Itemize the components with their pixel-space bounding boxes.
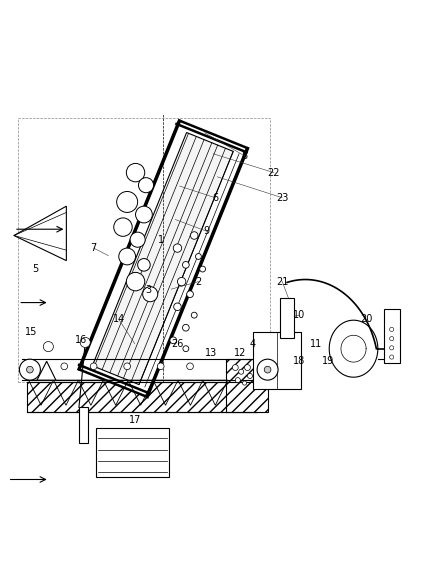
Circle shape	[80, 338, 90, 347]
Circle shape	[190, 232, 198, 240]
Text: 22: 22	[268, 168, 280, 177]
Circle shape	[390, 346, 394, 350]
Circle shape	[43, 342, 53, 351]
Text: 26: 26	[171, 339, 184, 350]
Polygon shape	[92, 132, 233, 385]
Circle shape	[27, 367, 33, 373]
Circle shape	[257, 359, 278, 380]
Bar	[79, 407, 88, 443]
Text: 9: 9	[204, 226, 210, 236]
Text: 20: 20	[360, 314, 372, 324]
Circle shape	[264, 367, 271, 373]
Circle shape	[19, 359, 41, 380]
Text: 3: 3	[145, 285, 151, 295]
Polygon shape	[78, 121, 247, 397]
Circle shape	[119, 248, 135, 265]
Circle shape	[135, 206, 152, 223]
Circle shape	[235, 378, 241, 383]
Circle shape	[187, 363, 193, 369]
Circle shape	[174, 303, 181, 310]
Text: 19: 19	[322, 356, 335, 366]
Text: 8: 8	[241, 151, 248, 161]
Text: 15: 15	[24, 327, 37, 337]
Circle shape	[390, 355, 394, 359]
Circle shape	[126, 273, 145, 291]
Text: 10: 10	[293, 310, 305, 320]
Circle shape	[191, 312, 197, 318]
Text: 17: 17	[130, 415, 142, 425]
Bar	[253, 332, 301, 389]
Circle shape	[61, 363, 68, 369]
Circle shape	[195, 253, 201, 259]
Circle shape	[143, 287, 158, 302]
Circle shape	[130, 232, 145, 247]
Circle shape	[138, 177, 154, 193]
Bar	[226, 359, 268, 412]
Text: 21: 21	[276, 277, 289, 287]
Text: 23: 23	[276, 193, 289, 203]
Bar	[384, 309, 400, 363]
Circle shape	[126, 164, 145, 182]
Circle shape	[170, 337, 177, 344]
Text: 4: 4	[250, 339, 256, 350]
Text: 16: 16	[75, 335, 87, 345]
Circle shape	[124, 363, 130, 369]
Text: 14: 14	[113, 314, 125, 324]
Circle shape	[182, 324, 189, 331]
Circle shape	[187, 291, 193, 298]
Bar	[96, 429, 169, 477]
Circle shape	[138, 259, 150, 271]
Circle shape	[243, 381, 246, 385]
Text: 1: 1	[158, 235, 164, 245]
Circle shape	[90, 363, 97, 369]
Text: 2: 2	[195, 277, 202, 287]
Polygon shape	[37, 361, 56, 380]
Circle shape	[116, 191, 138, 212]
Circle shape	[200, 266, 206, 272]
Bar	[27, 382, 257, 412]
Circle shape	[157, 363, 164, 369]
Circle shape	[247, 374, 252, 379]
Bar	[280, 298, 294, 338]
Text: 11: 11	[310, 339, 322, 350]
Text: 12: 12	[234, 348, 246, 358]
Circle shape	[178, 277, 186, 286]
Text: 13: 13	[205, 348, 217, 358]
Circle shape	[173, 244, 181, 252]
Circle shape	[390, 327, 394, 332]
Circle shape	[239, 369, 243, 374]
Text: 7: 7	[90, 243, 97, 253]
Text: 6: 6	[212, 193, 218, 203]
Circle shape	[182, 262, 189, 268]
Circle shape	[233, 365, 238, 371]
Bar	[18, 118, 270, 382]
Text: 5: 5	[32, 264, 38, 274]
Polygon shape	[14, 206, 66, 260]
Text: 18: 18	[293, 356, 305, 366]
Bar	[253, 334, 276, 386]
Circle shape	[390, 336, 394, 340]
Circle shape	[114, 218, 132, 236]
Circle shape	[183, 346, 189, 351]
Circle shape	[244, 365, 250, 371]
